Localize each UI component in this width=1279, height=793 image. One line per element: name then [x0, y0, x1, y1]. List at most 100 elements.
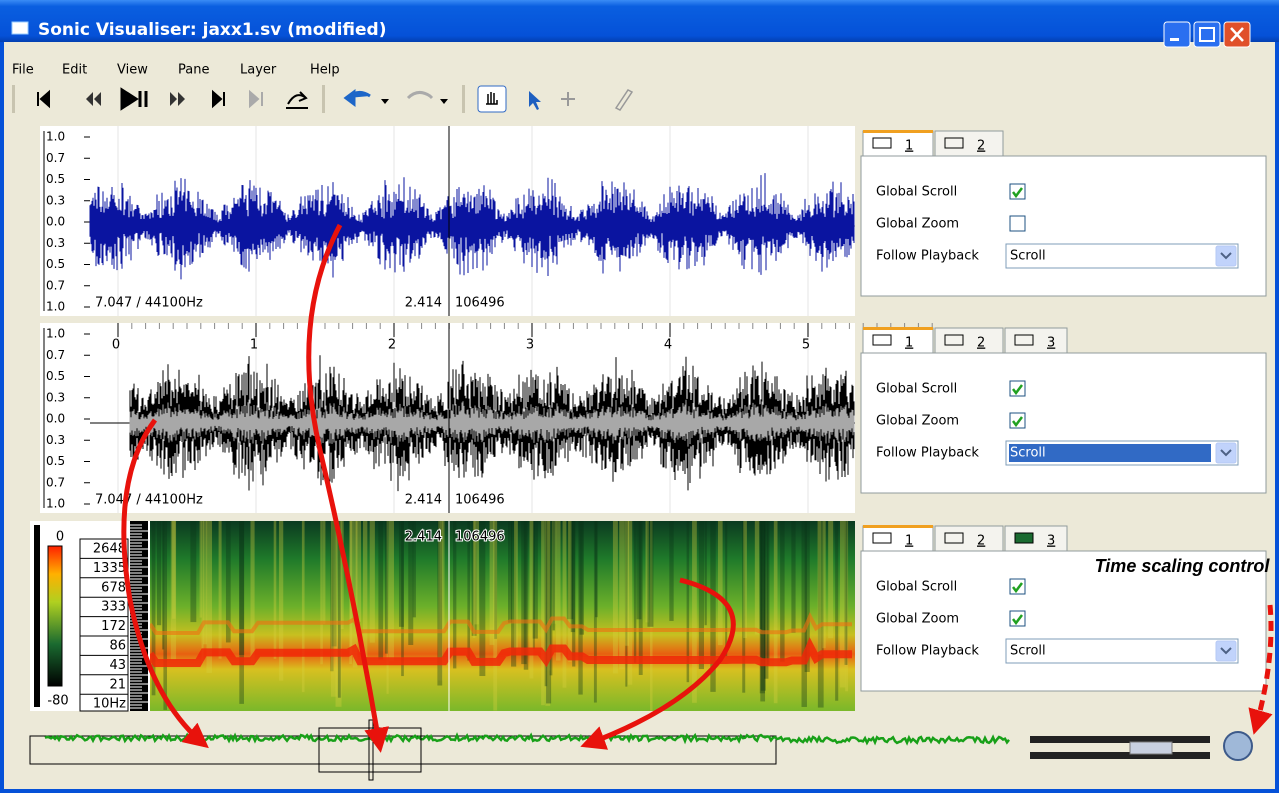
scale-label: 0.5 [46, 257, 65, 271]
spectrogram-stripe [274, 521, 277, 659]
window-title: Sonic Visualiser: jaxx1.sv (modified) [38, 20, 387, 40]
level-meter [1030, 736, 1210, 743]
frequency-label: 2648 [93, 542, 126, 557]
tab-label[interactable]: 3 [1047, 534, 1055, 549]
property-label: Global Zoom [876, 612, 959, 627]
tab-label[interactable]: 1 [905, 336, 913, 351]
level-meter [1030, 752, 1210, 759]
spectrogram-stripe [743, 521, 747, 638]
scale-label: 0.7 [46, 151, 65, 165]
tab-highlight [863, 525, 933, 528]
ruler-label: 4 [664, 338, 672, 353]
scale-label: 1.0 [46, 497, 65, 511]
spectrogram-stripe [521, 521, 526, 664]
tab-label[interactable]: 2 [977, 336, 985, 351]
property-label: Global Scroll [876, 580, 957, 595]
property-label: Follow Playback [876, 249, 979, 264]
spectrogram-stripe [818, 521, 822, 655]
checkbox[interactable] [1010, 611, 1025, 626]
scale-label: 0.3 [46, 433, 65, 447]
spectrogram-stripe [791, 521, 795, 633]
menu-item[interactable]: File [12, 63, 34, 78]
spectrogram-stripe [162, 521, 164, 649]
minimize-button[interactable] [1164, 22, 1190, 47]
property-tab[interactable] [1005, 526, 1067, 551]
checkbox[interactable] [1010, 381, 1025, 396]
annotation-text: Time scaling control [1095, 556, 1271, 576]
scale-label: 0.7 [46, 475, 65, 489]
spectrogram-stripe [219, 521, 222, 659]
spectrogram-stripe [840, 521, 845, 687]
checkbox[interactable] [1010, 184, 1025, 199]
spectrogram [150, 521, 855, 711]
spectrogram-stripe [190, 521, 196, 622]
spectrogram-stripe [172, 521, 176, 619]
menu-item[interactable]: Layer [240, 63, 277, 78]
spectrogram-stripe [579, 521, 583, 635]
time-scaling-knob[interactable] [1224, 732, 1252, 760]
window-border [0, 789, 1279, 793]
spectrogram-stripe [302, 521, 305, 692]
spectrogram-stripe [774, 521, 778, 703]
property-label: Global Zoom [876, 414, 959, 429]
colour-scale-label: 0 [56, 530, 64, 545]
combo-value: Scroll [1010, 249, 1046, 264]
scale-label: 0.3 [46, 236, 65, 250]
frequency-label: 86 [109, 639, 126, 654]
colour-scale-label: -80 [47, 694, 68, 709]
tab-label[interactable]: 3 [1047, 336, 1055, 351]
spectrogram-stripe [571, 521, 575, 632]
spectrogram-stripe [718, 521, 723, 645]
checkbox[interactable] [1010, 579, 1025, 594]
frequency-label: 333 [101, 600, 126, 615]
playhead-time: 2.414 [405, 493, 442, 508]
spectrogram-stripe [639, 521, 643, 675]
frequency-label: 1335 [93, 561, 126, 576]
checkbox[interactable] [1010, 413, 1025, 428]
scale-label: 1.0 [46, 327, 65, 341]
navigate-tool[interactable] [478, 86, 506, 112]
close-button[interactable] [1224, 22, 1250, 47]
window-border [1275, 42, 1279, 793]
scale-label: 0.7 [46, 278, 65, 292]
frequency-label: 172 [101, 619, 126, 634]
menu-item[interactable]: Edit [62, 63, 87, 78]
property-label: Global Scroll [876, 382, 957, 397]
spectrogram-stripe [725, 521, 727, 656]
spectrogram-stripe [514, 521, 518, 648]
spectrogram-stripe [320, 521, 323, 664]
combo-button[interactable] [1216, 641, 1236, 661]
spectrogram-stripe [692, 521, 697, 703]
spectrogram-stripe [553, 521, 555, 630]
scale-label: 0.3 [46, 193, 65, 207]
spectrogram-stripe [594, 521, 597, 703]
maximize-button[interactable] [1194, 22, 1220, 47]
menu-item[interactable]: Help [310, 63, 340, 78]
menu-item[interactable]: Pane [178, 63, 209, 78]
spectrogram-stripe [385, 521, 388, 654]
spectrogram-stripe [331, 521, 337, 697]
menu-item[interactable]: View [117, 63, 148, 78]
speed-slider[interactable] [1130, 742, 1172, 754]
playhead-time: 2.414 [405, 530, 442, 545]
scale-label: 1.0 [46, 300, 65, 314]
scale-label: 0.3 [46, 390, 65, 404]
scale-label: 0.7 [46, 348, 65, 362]
property-tab[interactable] [1005, 328, 1067, 353]
combo-button[interactable] [1216, 246, 1236, 266]
tab-label[interactable]: 2 [977, 139, 985, 154]
frequency-label: 43 [109, 658, 126, 673]
tab-label[interactable]: 1 [905, 139, 913, 154]
spectrogram-stripe [541, 521, 545, 705]
checkbox[interactable] [1010, 216, 1025, 231]
spectrogram-stripe [705, 521, 707, 625]
spectrogram-stripe [370, 521, 375, 643]
colour-scale [48, 546, 62, 686]
tab-label[interactable]: 2 [977, 534, 985, 549]
combo-button[interactable] [1216, 443, 1236, 463]
spectrogram-stripe [323, 521, 325, 624]
spectrogram-stripe [399, 521, 404, 627]
property-label: Global Scroll [876, 185, 957, 200]
playhead-frame: 106496 [455, 493, 505, 508]
tab-label[interactable]: 1 [905, 534, 913, 549]
